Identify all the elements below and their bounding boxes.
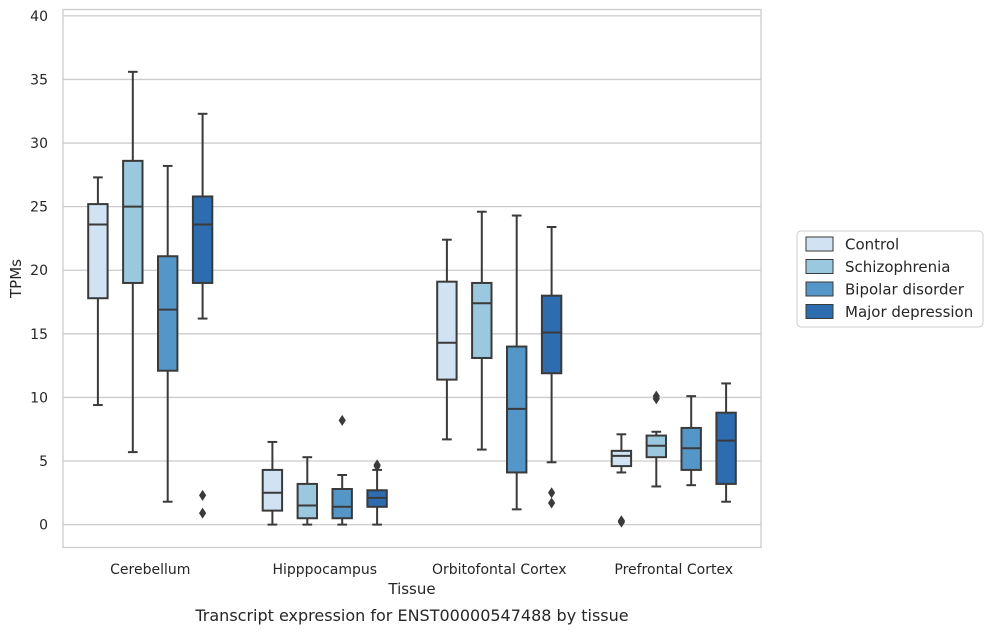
y-tick-label: 20 <box>30 263 48 279</box>
box-iqr <box>191 195 214 284</box>
outlier-point <box>373 460 381 472</box>
y-tick-label: 35 <box>30 72 48 88</box>
box-iqr <box>261 468 284 512</box>
box-bipolar-disorder <box>680 395 702 487</box>
y-tick-label: 0 <box>39 518 48 534</box>
box-control <box>261 440 284 526</box>
boxes-layer <box>87 70 737 528</box>
box-major-depression <box>540 225 563 509</box>
box-schizophrenia <box>296 456 319 526</box>
x-axis-label: Tissue <box>387 580 435 598</box>
y-tick-label: 25 <box>30 200 48 216</box>
box-schizophrenia <box>122 70 144 454</box>
gridlines <box>63 15 761 526</box>
box-control <box>610 433 633 528</box>
legend-label: Control <box>845 236 899 254</box>
box-bipolar-disorder <box>157 164 179 503</box>
box-iqr <box>122 159 144 284</box>
legend-swatch <box>805 236 834 252</box>
y-tick-label: 15 <box>30 327 48 343</box>
box-iqr <box>610 449 633 468</box>
outlier-point <box>199 489 207 501</box>
y-tick-label: 30 <box>30 136 48 152</box>
outlier-point <box>548 487 556 499</box>
x-tick-label: Hipppocampus <box>272 562 377 578</box>
box-iqr <box>436 280 458 381</box>
y-tick-label: 5 <box>39 454 48 470</box>
box-bipolar-disorder <box>331 414 353 526</box>
legend: Control Schizophrenia Bipolar disorder Majo… <box>796 230 984 328</box>
box-iqr <box>296 482 319 520</box>
x-tick-label: Prefrontal Cortex <box>614 562 733 578</box>
box-major-depression <box>366 459 388 526</box>
x-axis-ticks: Cerebellum Hipppocampus Orbitofontal Corte… <box>110 562 733 578</box>
chart-caption: Transcript expression for ENST0000054748… <box>194 606 628 625</box>
outlier-point <box>199 507 207 519</box>
box-major-depression <box>191 112 214 519</box>
legend-label: Schizophrenia <box>845 258 950 276</box>
box-control <box>87 176 109 407</box>
box-iqr <box>331 487 353 520</box>
box-iqr <box>471 281 493 359</box>
plot-area <box>62 8 762 549</box>
box-control <box>436 238 458 441</box>
legend-label: Major depression <box>845 303 973 321</box>
x-tick-label: Orbitofontal Cortex <box>432 562 567 578</box>
x-tick-label: Cerebellum <box>110 562 190 578</box>
box-iqr <box>715 411 737 485</box>
y-tick-label: 10 <box>30 390 48 406</box>
y-axis-label: TPMs <box>7 259 25 299</box>
outlier-point <box>548 497 556 509</box>
legend-swatch <box>805 281 834 297</box>
outlier-point <box>338 414 346 426</box>
legend-swatch <box>805 259 834 274</box>
legend-frame <box>796 230 984 328</box>
box-schizophrenia <box>645 390 667 488</box>
y-tick-label: 40 <box>30 9 48 25</box>
box-major-depression <box>715 382 737 503</box>
outlier-point <box>652 390 660 402</box>
box-bipolar-disorder <box>506 214 528 511</box>
box-schizophrenia <box>471 210 493 451</box>
legend-label: Bipolar disorder <box>845 281 965 299</box>
box-iqr <box>87 203 109 300</box>
outlier-point <box>617 516 625 528</box>
legend-swatch <box>805 304 834 319</box>
box-iqr <box>157 255 179 372</box>
box-iqr <box>540 294 563 375</box>
y-axis-ticks: 0 5 10 15 20 25 30 35 40 <box>30 9 48 534</box>
